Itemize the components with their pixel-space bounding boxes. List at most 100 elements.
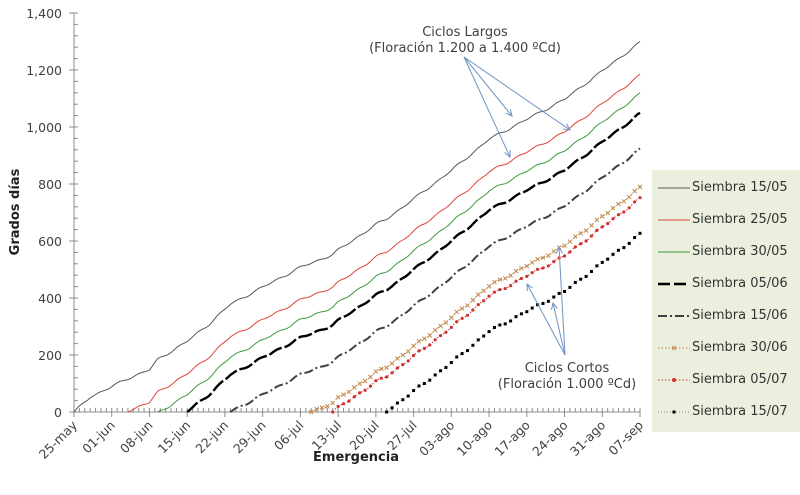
series-marker [368, 374, 373, 380]
series-marker [616, 213, 621, 217]
series-marker [568, 250, 572, 254]
series-marker [514, 315, 518, 319]
series-marker [589, 269, 593, 273]
series-siembra-15-06 [229, 147, 641, 413]
series-marker [427, 333, 433, 338]
series-marker [405, 349, 411, 354]
series-marker [525, 274, 529, 278]
series-marker [616, 248, 620, 252]
annotations: Ciclos Largos (Floración 1.200 a 1.400 º… [369, 25, 636, 392]
series-marker [331, 410, 335, 414]
legend-swatch [658, 345, 690, 351]
series-marker [346, 389, 352, 395]
series-marker [395, 401, 399, 405]
y-tick-label: 1,200 [26, 63, 62, 78]
series-marker [416, 338, 422, 344]
series-marker [502, 276, 508, 281]
series-marker [465, 313, 470, 317]
y-tick-label: 1,400 [26, 6, 62, 21]
series-marker [362, 378, 368, 384]
legend-label: Siembra 15/07 [692, 404, 788, 419]
y-tick-label: 800 [38, 177, 62, 192]
series-marker [572, 234, 578, 239]
x-tick-label: 17-ago [491, 418, 532, 459]
x-tick-label: 03-ago [416, 418, 457, 459]
legend-item: Siembra 30/05 [652, 242, 800, 262]
legend-item: Siembra 15/05 [652, 178, 800, 198]
series-marker [519, 265, 524, 271]
series-marker [503, 286, 507, 291]
series-marker [411, 343, 416, 349]
legend-item: Siembra 15/07 [652, 402, 800, 422]
series-marker [530, 271, 534, 275]
series-marker [428, 343, 432, 347]
series-marker [541, 301, 545, 305]
series-marker [466, 349, 470, 353]
series-marker [448, 315, 454, 320]
series-marker [616, 201, 621, 207]
legend-item: Siembra 30/06 [652, 338, 800, 358]
legend-marker [672, 410, 676, 414]
series-marker [503, 322, 507, 326]
series-marker [492, 290, 497, 294]
series-marker [335, 394, 341, 400]
annotation-arrow [558, 246, 566, 356]
series-marker [600, 260, 604, 264]
arrow-head [505, 109, 513, 117]
legend-swatch [658, 251, 690, 253]
series-marker [632, 188, 637, 194]
series-marker [433, 338, 437, 342]
series-marker [352, 395, 356, 399]
arrow-head [504, 149, 511, 159]
legend-item: Siembra 05/07 [652, 370, 800, 390]
series-marker [589, 234, 594, 238]
series-marker [455, 320, 459, 324]
series-marker [583, 228, 589, 233]
annotation-arrow [463, 56, 571, 131]
series-marker [481, 288, 487, 294]
series-marker [487, 330, 491, 334]
series-marker [530, 306, 534, 310]
arrow-head [550, 301, 558, 310]
series-marker [449, 361, 453, 365]
y-tick-label: 600 [38, 234, 62, 249]
series-marker [444, 365, 448, 369]
series-marker [406, 359, 410, 363]
legend-swatch [658, 219, 690, 221]
series-marker [341, 402, 346, 406]
series-marker [595, 228, 599, 232]
annotation-arrow [552, 302, 566, 356]
series-marker [610, 205, 616, 211]
legend-label: Siembra 05/07 [692, 372, 788, 387]
legend-marker [671, 345, 677, 351]
x-tick-label: 01-jun [79, 418, 118, 457]
x-tick-label: 13-jul [309, 418, 345, 454]
series-marker [573, 245, 577, 249]
x-tick-label: 29-jun [230, 418, 269, 457]
series-marker [540, 255, 546, 261]
series-marker [449, 325, 453, 329]
series-marker [460, 352, 464, 356]
series-marker [390, 371, 394, 375]
series-marker [390, 406, 394, 410]
series-marker [626, 194, 632, 200]
series-marker [384, 365, 390, 370]
series-marker [519, 276, 524, 281]
series-marker [389, 361, 395, 366]
series-marker [595, 264, 599, 268]
series-marker [637, 184, 643, 190]
series-marker [395, 366, 400, 370]
y-tick-label: 0 [54, 405, 62, 420]
x-tick-label: 10-ago [454, 418, 495, 459]
series-marker [358, 391, 362, 395]
legend-marker [672, 378, 676, 382]
series-marker [482, 334, 486, 338]
series-marker [475, 292, 481, 297]
series-line [332, 197, 641, 413]
series-line [127, 73, 641, 413]
series-marker [443, 320, 449, 325]
series-marker [476, 338, 480, 342]
series-marker [546, 264, 550, 268]
series-marker [535, 267, 540, 271]
legend-swatch [658, 315, 690, 317]
